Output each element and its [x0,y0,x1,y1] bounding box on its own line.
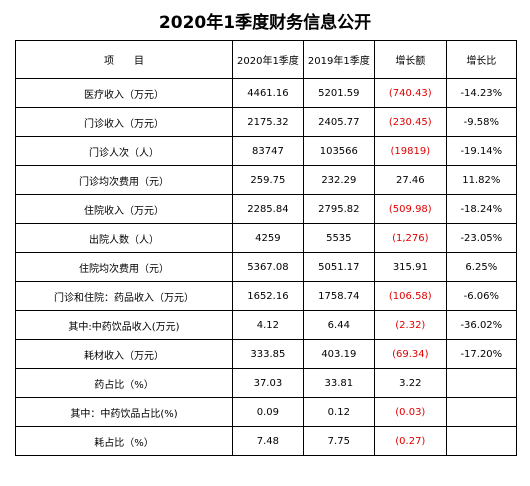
table-cell: 403.19 [302,339,375,369]
table-row: 药占比（%） 37.03 33.81 3.22 [15,368,517,398]
table-cell: 医疗收入（万元） [15,78,233,108]
table-cell: 4259 [232,223,304,253]
table-row: 门诊均次费用（元） 259.75 232.29 27.46 11.82% [15,165,517,195]
table-cell: (0.27) [373,426,447,456]
table-row: 出院人数（人） 4259 5535 (1,276) -23.05% [15,223,517,253]
table-cell: 11.82% [445,165,517,195]
table-cell: 2175.32 [232,107,304,137]
table-cell: 项 目 [15,40,233,79]
table-cell: 1758.74 [302,281,375,311]
table-cell: 5535 [302,223,375,253]
table-cell: 6.25% [445,252,517,282]
table-cell: 耗占比（%） [15,426,233,456]
table-cell: (106.58) [373,281,447,311]
table-cell: 232.29 [302,165,375,195]
table-cell: -36.02% [445,310,517,340]
table-row: 门诊收入（万元） 2175.32 2405.77 (230.45) -9.58% [15,107,517,137]
table-cell: 5367.08 [232,252,304,282]
table-cell: 37.03 [232,368,304,398]
table-row: 其中：中药饮品占比(%) 0.09 0.12 (0.03) [15,397,517,427]
table-cell [445,426,517,456]
table-cell: 103566 [302,136,375,166]
table-cell: 0.12 [302,397,375,427]
table-cell: 333.85 [232,339,304,369]
table-cell: 5051.17 [302,252,375,282]
table-cell: 门诊人次（人） [15,136,233,166]
table-row: 住院均次费用（元） 5367.08 5051.17 315.91 6.25% [15,252,517,282]
table-cell: 1652.16 [232,281,304,311]
table-cell: -14.23% [445,78,517,108]
table-cell: (2.32) [373,310,447,340]
table-cell: (1,276) [373,223,447,253]
table-row: 耗占比（%） 7.48 7.75 (0.27) [15,426,517,456]
finance-table: 项 目 2020年1季度 2019年1季度 增长额 增长比 医疗收入（万元） 4461.16… [15,40,517,456]
table-cell: 2405.77 [302,107,375,137]
table-row: 其中:中药饮品收入(万元) 4.12 6.44 (2.32) -36.02% [15,310,517,340]
table-cell: -6.06% [445,281,517,311]
table-row: 项 目 2020年1季度 2019年1季度 增长额 增长比 [15,40,517,79]
table-row: 耗材收入（万元） 333.85 403.19 (69.34) -17.20% [15,339,517,369]
table-cell: 7.48 [232,426,304,456]
table-cell: 2795.82 [302,194,375,224]
table-cell [445,397,517,427]
table-row: 住院收入（万元） 2285.84 2795.82 (509.98) -18.24% [15,194,517,224]
table-cell: -19.14% [445,136,517,166]
table-row: 门诊和住院：药品收入（万元） 1652.16 1758.74 (106.58) -6.0… [15,281,517,311]
table-cell: 5201.59 [302,78,375,108]
table-cell: 33.81 [302,368,375,398]
table-cell: 药占比（%） [15,368,233,398]
table-cell: 7.75 [302,426,375,456]
table-cell: 增长比 [445,40,517,79]
table-cell: 83747 [232,136,304,166]
table-cell: 259.75 [232,165,304,195]
table-cell: (0.03) [373,397,447,427]
table-cell: 增长额 [373,40,447,79]
table-cell: -18.24% [445,194,517,224]
table-cell: 2020年1季度 [232,40,304,79]
table-cell: 门诊均次费用（元） [15,165,233,195]
table-cell: 住院均次费用（元） [15,252,233,282]
table-cell [445,368,517,398]
table-cell: (19819) [373,136,447,166]
table-cell: -9.58% [445,107,517,137]
table-cell: 0.09 [232,397,304,427]
table-cell: 4.12 [232,310,304,340]
table-row: 医疗收入（万元） 4461.16 5201.59 (740.43) -14.23% [15,78,517,108]
title: 2020年1季度财务信息公开 [158,13,372,33]
table-cell: -17.20% [445,339,517,369]
table-cell: 门诊收入（万元） [15,107,233,137]
table-cell: 门诊和住院：药品收入（万元） [15,281,233,311]
table-cell: 2019年1季度 [302,40,375,79]
table-cell: 4461.16 [232,78,304,108]
table-cell: 315.91 [373,252,447,282]
table-cell: (509.98) [373,194,447,224]
table-cell: 27.46 [373,165,447,195]
table-cell: 出院人数（人） [15,223,233,253]
table-cell: 6.44 [302,310,375,340]
table-cell: (230.45) [373,107,447,137]
table-cell: 其中:中药饮品收入(万元) [15,310,233,340]
table-cell: 3.22 [373,368,447,398]
table-cell: 住院收入（万元） [15,194,233,224]
table-cell: 2285.84 [232,194,304,224]
table-cell: (69.34) [373,339,447,369]
table-row: 门诊人次（人） 83747 103566 (19819) -19.14% [15,136,517,166]
table-cell: 耗材收入（万元） [15,339,233,369]
table-cell: -23.05% [445,223,517,253]
table-cell: (740.43) [373,78,447,108]
table-cell: 其中：中药饮品占比(%) [15,397,233,427]
